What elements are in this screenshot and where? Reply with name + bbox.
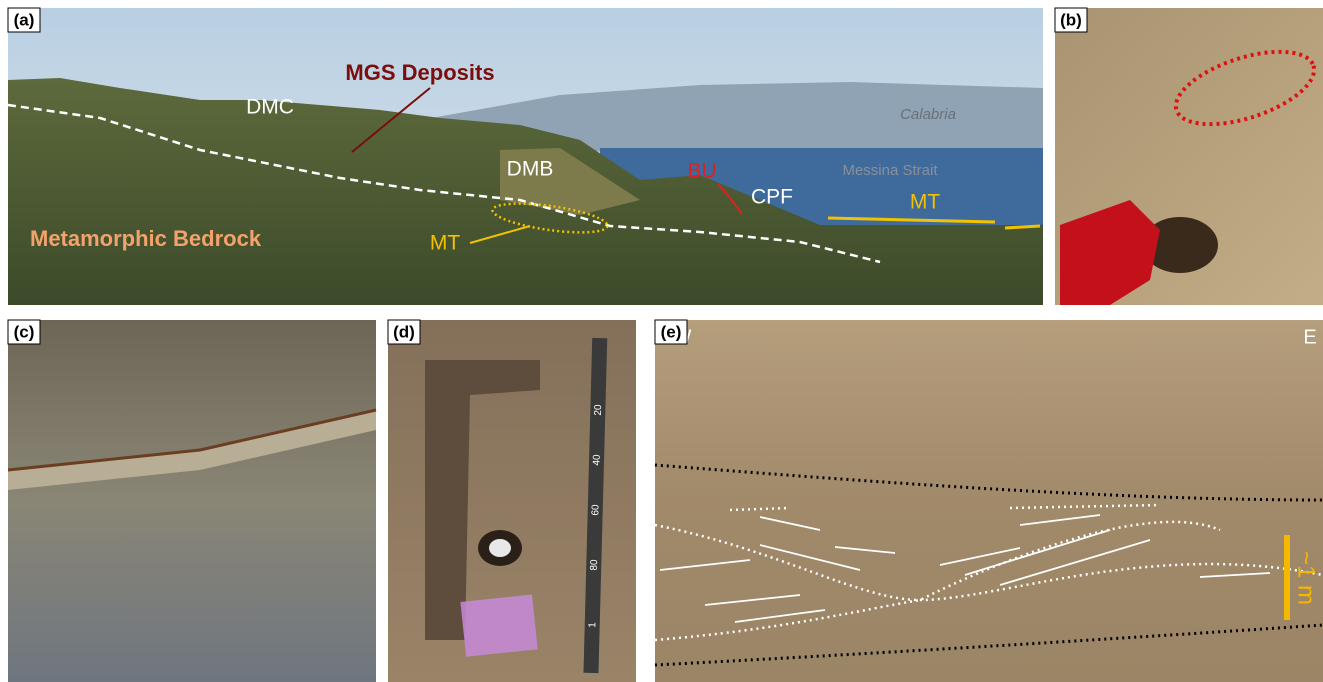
panel-label: (d) — [393, 322, 415, 341]
annotation: Calabria — [900, 106, 956, 123]
photo — [655, 320, 1323, 682]
panel-b: (b) — [1055, 8, 1323, 305]
ruler-label: 60 — [590, 504, 601, 516]
scale-bar — [1284, 535, 1290, 620]
annotation: CPF — [751, 186, 793, 209]
panel-label: (b) — [1060, 10, 1082, 29]
panel-label: (c) — [14, 322, 35, 341]
annotation: MT — [430, 232, 460, 255]
ruler-label: 20 — [593, 404, 604, 416]
scale-label: ~1 m — [1293, 551, 1320, 605]
mt-line — [1005, 226, 1040, 228]
panel-label: (a) — [14, 10, 35, 29]
bag — [460, 594, 537, 656]
annotation: BU — [687, 160, 716, 183]
panel-label: (e) — [661, 322, 682, 341]
annotation: MT — [910, 191, 940, 214]
direction: E — [1303, 326, 1316, 348]
ruler-label: 40 — [592, 454, 603, 466]
cylinder — [489, 539, 511, 557]
panel-c: (c) — [8, 320, 376, 682]
panel-e: ~1 m W E (e) — [655, 320, 1323, 682]
panel-d: 20 40 60 80 1 (d) — [388, 320, 636, 682]
annotation: Metamorphic Bedrock — [30, 226, 262, 251]
annotation: Messina Strait — [842, 162, 938, 179]
ruler-label: 80 — [589, 559, 600, 571]
ruler-label: 1 — [587, 622, 598, 628]
figure: (a) MGS Deposits DMC DMB BU CPF Calabria… — [0, 0, 1323, 682]
annotation: DMC — [246, 96, 294, 119]
annotation: DMB — [507, 158, 554, 181]
photo — [8, 320, 376, 682]
panel-a: (a) MGS Deposits DMC DMB BU CPF Calabria… — [8, 8, 1043, 305]
annotation: MGS Deposits — [345, 60, 494, 85]
